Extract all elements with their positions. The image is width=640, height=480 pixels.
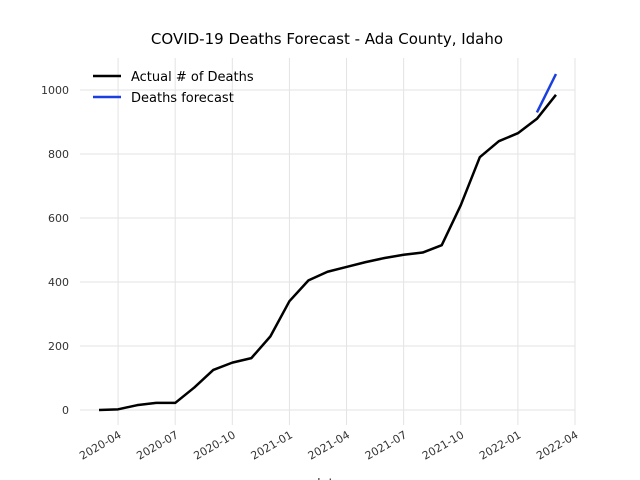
x-tick-label: 2021-10 — [420, 428, 466, 462]
x-tick-label: 2020-10 — [191, 428, 237, 462]
y-tick-label: 600 — [48, 212, 69, 225]
y-tick-label: 0 — [62, 404, 69, 417]
x-tick-label: 2020-07 — [134, 428, 180, 462]
line-series — [98, 94, 557, 412]
y-tick-label: 1000 — [41, 84, 69, 97]
x-tick-label: 2021-01 — [249, 428, 295, 462]
x-tick-label: 2021-04 — [306, 428, 352, 462]
line-series — [535, 73, 558, 113]
y-tick-label: 400 — [48, 276, 69, 289]
legend-label: Deaths forecast — [131, 91, 234, 106]
y-tick-label: 200 — [48, 340, 69, 353]
chart-title: COVID-19 Deaths Forecast - Ada County, I… — [151, 30, 503, 48]
legend-label: Actual # of Deaths — [131, 70, 254, 85]
x-tick-label: 2022-01 — [477, 428, 523, 462]
y-tick-label: 800 — [48, 148, 69, 161]
x-tick-label: 2020-04 — [77, 428, 123, 462]
x-tick-label: 2021-07 — [363, 428, 409, 462]
x-axis-label: date — [312, 477, 341, 480]
x-tick-label: 2022-04 — [534, 428, 580, 462]
